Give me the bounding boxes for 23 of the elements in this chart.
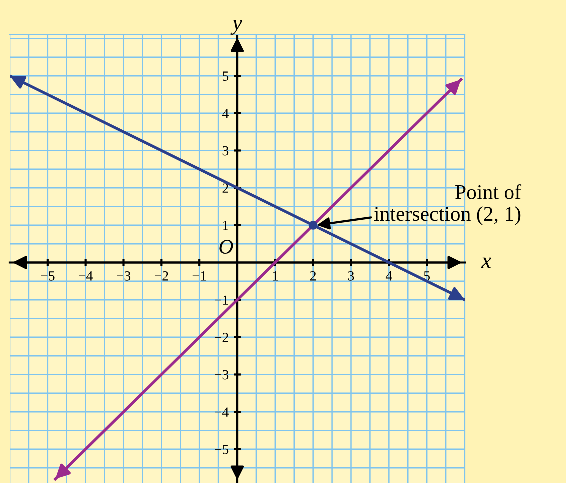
y-axis-title: y <box>230 20 242 35</box>
annotation: Point of intersection (2, 1) <box>374 184 522 226</box>
x-axis-title: x <box>481 258 492 268</box>
annotation: O <box>220 240 234 254</box>
y-tick-label: 1 <box>223 221 228 230</box>
y-tick-label: 5 <box>223 72 229 82</box>
x-tick-label: −2 <box>154 272 168 281</box>
x-tick-label: 1 <box>273 272 278 281</box>
y-tick-label: −2 <box>215 333 228 342</box>
y-tick-label: 2 <box>222 184 228 193</box>
x-tick-label: 4 <box>386 272 392 281</box>
y-tick-label: −5 <box>215 445 229 454</box>
y-tick-label: 3 <box>222 146 229 156</box>
y-tick-label: −3 <box>215 370 229 380</box>
y-tick-label: −4 <box>215 408 229 417</box>
x-tick-label: 3 <box>348 272 354 281</box>
y-tick-label: −1 <box>215 296 228 305</box>
x-tick-label: 2 <box>310 272 316 281</box>
y-tick-label: 4 <box>222 109 229 118</box>
x-tick-label: −1 <box>192 272 206 281</box>
x-tick-label: −3 <box>117 272 131 281</box>
x-tick-label: −5 <box>41 272 55 281</box>
x-tick-label: −4 <box>79 272 94 281</box>
